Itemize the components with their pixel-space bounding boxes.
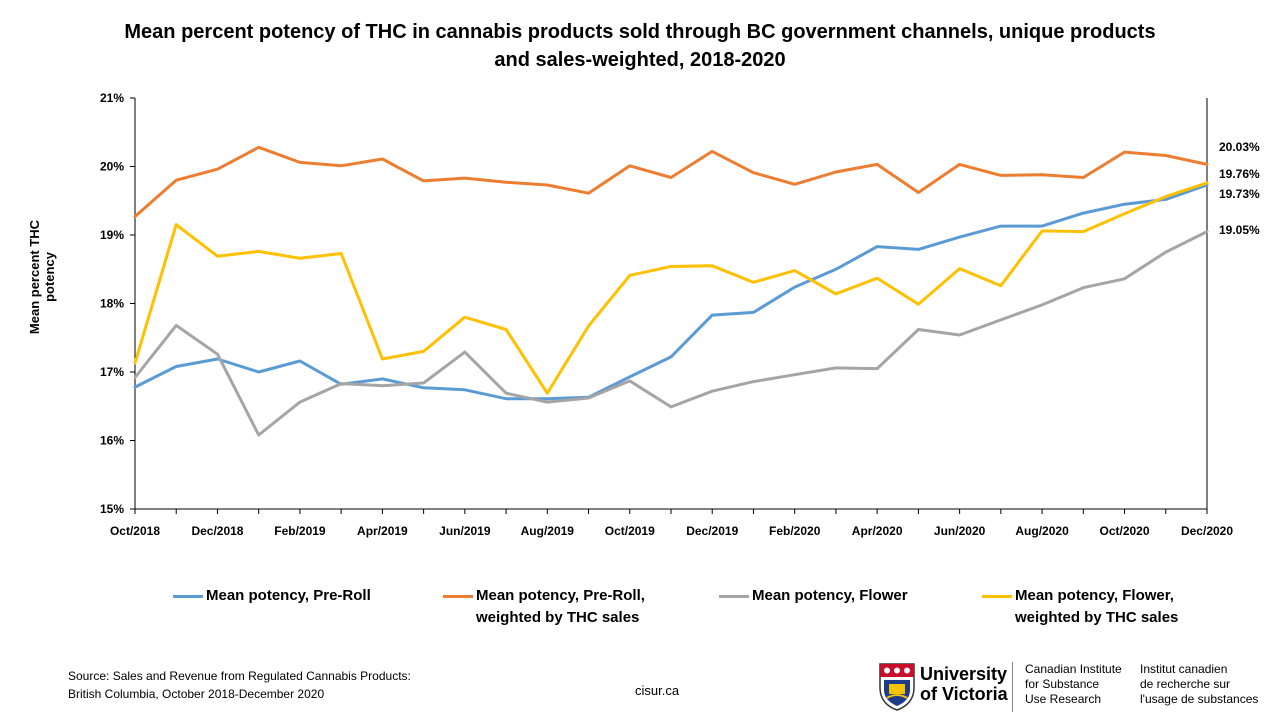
x-tick-label: Feb/2019 bbox=[274, 524, 326, 538]
x-tick-label: Apr/2020 bbox=[852, 524, 903, 538]
x-tick-label: Feb/2020 bbox=[769, 524, 821, 538]
end-label-flower: 19.05% bbox=[1219, 223, 1260, 237]
logo-divider bbox=[1012, 662, 1013, 712]
legend-label: Mean potency, Pre-Roll bbox=[206, 587, 371, 604]
y-tick-label: 21% bbox=[100, 91, 124, 105]
x-tick-label: Aug/2019 bbox=[521, 524, 575, 538]
x-tick-label: Dec/2020 bbox=[1181, 524, 1233, 538]
y-tick-label: 17% bbox=[100, 365, 124, 379]
series-lines bbox=[133, 145, 1209, 437]
y-tick-label: 19% bbox=[100, 228, 124, 242]
x-tick-label: Jun/2019 bbox=[439, 524, 491, 538]
legend-swatch-flower-weighted bbox=[982, 595, 1012, 598]
end-label-preroll: 19.73% bbox=[1219, 187, 1260, 201]
legend-item-flower-weighted: Mean potency, Flower, weighted by THC sa… bbox=[982, 585, 1205, 629]
legend-swatch-preroll bbox=[173, 595, 203, 598]
legend-swatch-preroll-weighted bbox=[443, 595, 473, 598]
legend-label: Mean potency, Flower bbox=[752, 587, 908, 604]
x-tick-label: Dec/2019 bbox=[686, 524, 738, 538]
legend-item-preroll: Mean potency, Pre-Roll bbox=[173, 585, 396, 607]
source-note: Source: Sales and Revenue from Regulated… bbox=[68, 667, 468, 703]
x-tick-label: Apr/2019 bbox=[357, 524, 408, 538]
end-labels: 19.73% 20.03% 19.05% 19.76% bbox=[1219, 140, 1260, 237]
cisur-name-english: Canadian Institute for Substance Use Res… bbox=[1025, 662, 1122, 706]
series-line-preroll bbox=[133, 183, 1209, 401]
y-tick-label: 16% bbox=[100, 434, 124, 448]
x-tick-label: Aug/2020 bbox=[1015, 524, 1069, 538]
chart-title: Mean percent potency of THC in cannabis … bbox=[124, 21, 1156, 71]
y-axis-label: Mean percent THC potency bbox=[27, 219, 57, 335]
y-tick-labels: 15% 16% 17% 18% 19% 20% 21% bbox=[100, 91, 124, 516]
y-tick-label: 15% bbox=[100, 502, 124, 516]
legend-label: Mean potency, Flower, weighted by THC sa… bbox=[1015, 587, 1179, 626]
legend-item-preroll-weighted: Mean potency, Pre-Roll, weighted by THC … bbox=[443, 585, 666, 629]
x-tick-label: Oct/2018 bbox=[110, 524, 160, 538]
x-tick-label: Jun/2020 bbox=[934, 524, 986, 538]
source-line-2: British Columbia, October 2018-December … bbox=[68, 687, 325, 701]
series-line-flower bbox=[133, 230, 1209, 437]
y-tick-label: 18% bbox=[100, 297, 124, 311]
y-tick-label: 20% bbox=[100, 160, 124, 174]
uvic-crest-icon bbox=[879, 663, 915, 711]
x-tick-labels: Oct/2018 Dec/2018 Feb/2019 Apr/2019 Jun/2019… bbox=[110, 524, 1233, 538]
x-tick-label: Oct/2020 bbox=[1100, 524, 1150, 538]
legend-label: Mean potency, Pre-Roll, weighted by THC … bbox=[476, 587, 645, 626]
uvic-cisur-logo: University of Victoria Canadian Institut… bbox=[876, 660, 1266, 716]
source-line-1: Source: Sales and Revenue from Regulated… bbox=[68, 669, 411, 683]
legend-item-flower: Mean potency, Flower bbox=[719, 585, 942, 607]
end-label-flower-weighted: 19.76% bbox=[1219, 167, 1260, 181]
website-link[interactable]: cisur.ca bbox=[635, 683, 680, 698]
x-tick-label: Dec/2018 bbox=[191, 524, 243, 538]
end-label-preroll-weighted: 20.03% bbox=[1219, 140, 1260, 154]
uvic-name: University of Victoria bbox=[920, 664, 1008, 704]
axes bbox=[130, 97, 1208, 514]
x-tick-label: Oct/2019 bbox=[605, 524, 655, 538]
cisur-name-french: Institut canadien de recherche sur l'usa… bbox=[1140, 662, 1259, 706]
series-line-preroll-weighted bbox=[133, 145, 1209, 218]
legend-swatch-flower bbox=[719, 595, 749, 598]
